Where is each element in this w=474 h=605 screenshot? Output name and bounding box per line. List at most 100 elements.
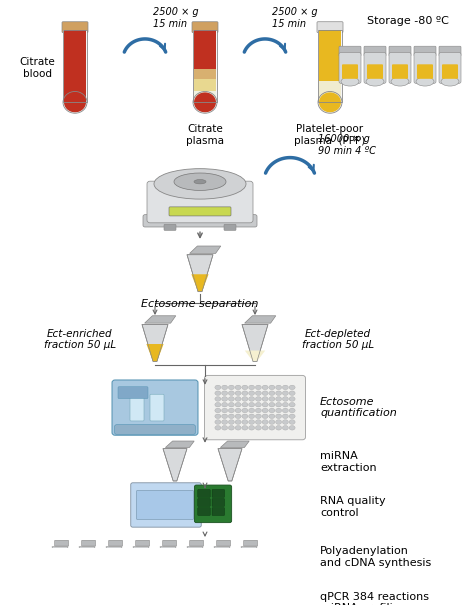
Ellipse shape: [391, 77, 409, 86]
Ellipse shape: [178, 600, 182, 602]
Ellipse shape: [283, 402, 288, 407]
Ellipse shape: [289, 420, 295, 424]
Ellipse shape: [232, 593, 236, 596]
Ellipse shape: [441, 77, 459, 86]
FancyBboxPatch shape: [198, 508, 210, 515]
FancyBboxPatch shape: [150, 394, 164, 421]
Text: 2500 × g
15 min: 2500 × g 15 min: [272, 7, 318, 29]
Polygon shape: [214, 547, 230, 571]
Ellipse shape: [136, 597, 140, 599]
Ellipse shape: [255, 391, 261, 396]
FancyBboxPatch shape: [364, 46, 386, 56]
Ellipse shape: [275, 425, 282, 430]
FancyBboxPatch shape: [367, 64, 383, 79]
Ellipse shape: [196, 587, 200, 589]
Ellipse shape: [166, 593, 170, 596]
Ellipse shape: [215, 391, 221, 396]
Ellipse shape: [160, 593, 164, 596]
Ellipse shape: [148, 587, 152, 589]
Ellipse shape: [366, 77, 384, 86]
Ellipse shape: [190, 603, 194, 605]
Text: RNA quality
control: RNA quality control: [320, 497, 386, 518]
Bar: [194, 79, 216, 91]
FancyBboxPatch shape: [389, 53, 411, 83]
Ellipse shape: [235, 408, 241, 413]
Text: Ect-enriched
fraction 50 μL: Ect-enriched fraction 50 μL: [44, 329, 116, 350]
Ellipse shape: [289, 402, 295, 407]
Polygon shape: [130, 568, 270, 579]
Ellipse shape: [275, 397, 282, 401]
FancyBboxPatch shape: [136, 540, 149, 546]
Ellipse shape: [220, 603, 224, 605]
FancyBboxPatch shape: [442, 64, 458, 79]
Ellipse shape: [172, 603, 176, 605]
Ellipse shape: [250, 597, 254, 599]
Ellipse shape: [269, 385, 275, 390]
Bar: [193, 30, 217, 102]
Bar: [318, 30, 342, 102]
Ellipse shape: [249, 385, 255, 390]
Ellipse shape: [63, 91, 87, 113]
Ellipse shape: [244, 593, 248, 596]
Ellipse shape: [275, 391, 282, 396]
FancyBboxPatch shape: [109, 540, 122, 546]
Ellipse shape: [222, 425, 228, 430]
Ellipse shape: [262, 402, 268, 407]
Bar: [63, 30, 87, 102]
Ellipse shape: [142, 587, 146, 589]
Ellipse shape: [202, 600, 206, 602]
Ellipse shape: [202, 590, 206, 593]
Ellipse shape: [166, 587, 170, 589]
Ellipse shape: [142, 600, 146, 602]
Ellipse shape: [250, 593, 254, 596]
Ellipse shape: [318, 91, 342, 113]
Ellipse shape: [196, 597, 200, 599]
Ellipse shape: [214, 600, 218, 602]
Ellipse shape: [215, 402, 221, 407]
Ellipse shape: [341, 77, 359, 86]
Ellipse shape: [255, 408, 261, 413]
FancyBboxPatch shape: [392, 64, 408, 79]
Ellipse shape: [249, 420, 255, 424]
Ellipse shape: [190, 587, 194, 589]
Ellipse shape: [160, 590, 164, 593]
Ellipse shape: [220, 600, 224, 602]
Ellipse shape: [190, 590, 194, 593]
Ellipse shape: [226, 603, 230, 605]
FancyBboxPatch shape: [339, 53, 361, 83]
Ellipse shape: [319, 93, 341, 113]
Ellipse shape: [242, 420, 248, 424]
Polygon shape: [165, 441, 194, 448]
Ellipse shape: [136, 593, 140, 596]
FancyBboxPatch shape: [137, 491, 193, 520]
Ellipse shape: [275, 385, 282, 390]
Bar: [63, 30, 87, 102]
Ellipse shape: [160, 597, 164, 599]
Ellipse shape: [172, 597, 176, 599]
Ellipse shape: [235, 414, 241, 419]
Ellipse shape: [154, 590, 158, 593]
FancyBboxPatch shape: [190, 540, 203, 546]
Ellipse shape: [262, 420, 268, 424]
Ellipse shape: [214, 584, 218, 586]
Ellipse shape: [220, 593, 224, 596]
Ellipse shape: [242, 414, 248, 419]
Polygon shape: [106, 547, 122, 571]
FancyBboxPatch shape: [164, 224, 176, 231]
FancyBboxPatch shape: [198, 489, 210, 497]
Bar: [193, 30, 217, 102]
Ellipse shape: [242, 391, 248, 396]
Ellipse shape: [232, 587, 236, 589]
Ellipse shape: [184, 597, 188, 599]
FancyBboxPatch shape: [131, 483, 201, 527]
Ellipse shape: [226, 597, 230, 599]
FancyBboxPatch shape: [439, 46, 461, 56]
Ellipse shape: [232, 597, 236, 599]
Ellipse shape: [228, 420, 234, 424]
Ellipse shape: [196, 593, 200, 596]
Ellipse shape: [142, 593, 146, 596]
Ellipse shape: [242, 385, 248, 390]
FancyBboxPatch shape: [127, 576, 263, 605]
Ellipse shape: [250, 587, 254, 589]
Polygon shape: [190, 246, 221, 253]
